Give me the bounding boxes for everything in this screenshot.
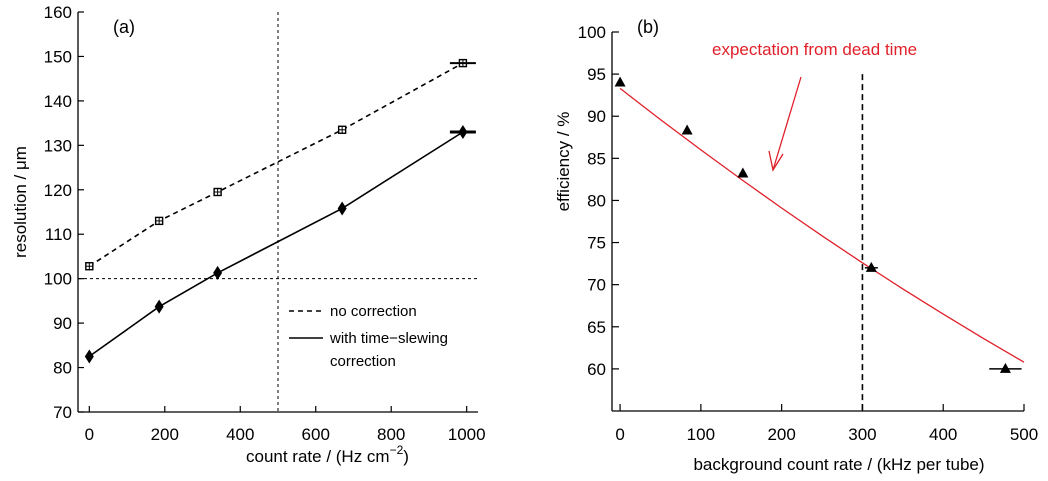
panel-a-y-tick-label: 100	[44, 270, 72, 289]
panel-b-label: (b)	[637, 17, 659, 37]
panel-b-y-tick-label: 90	[587, 107, 606, 126]
panel-b-annotation-arrow	[772, 76, 802, 171]
panel-a-series-2-marker	[337, 201, 347, 216]
panel-a-y-tick-label: 70	[53, 403, 72, 422]
panel-a-x-tick-label: 1000	[448, 425, 486, 444]
panel-a-x-tick-label: 0	[85, 425, 94, 444]
panel-b-y-tick-label: 75	[587, 234, 606, 253]
panel-b-data-marker	[999, 362, 1011, 373]
panel-b-x-tick-label: 200	[767, 425, 795, 444]
panel-b-dead-time-curve	[619, 87, 1025, 363]
panel-b-y-tick-label: 70	[587, 276, 606, 295]
panel-b-x-tick-label: 400	[929, 425, 957, 444]
panel-b-x-tick-label: 500	[1010, 425, 1038, 444]
panel-a-resolution-chart: (a) resolution / μm count rate / (Hz cm−…	[11, 3, 486, 466]
panel-b-data-marker	[681, 124, 693, 135]
panel-b-data-marker	[737, 167, 749, 178]
panel-b-data-marker	[865, 261, 877, 272]
panel-a-series-2-line	[88, 131, 464, 358]
panel-a-y-tick-label: 160	[44, 3, 72, 22]
panel-b-y-tick-label: 100	[578, 23, 606, 42]
panel-b-x-tick-label: 0	[615, 425, 624, 444]
panel-b-y-tick-label: 80	[587, 191, 606, 210]
panel-a-y-tick-label: 90	[53, 314, 72, 333]
panel-a-legend-label-2: correction	[330, 353, 396, 370]
panel-a-legend-label-1: no correction	[330, 303, 417, 320]
panel-b-annotation-arrowhead	[768, 150, 784, 172]
panel-a-x-tick-label: 800	[377, 425, 405, 444]
panel-a-x-tick-label: 600	[302, 425, 330, 444]
panel-a-series-2-marker	[84, 349, 94, 364]
panel-a-series-2-marker	[213, 265, 223, 280]
panel-a-y-tick-label: 120	[44, 181, 72, 200]
panel-b-y-tick-label: 60	[587, 360, 606, 379]
panel-b-x-axis-title: background count rate / (kHz per tube)	[693, 455, 984, 474]
panel-b-y-axis-title: efficiency / %	[554, 112, 573, 212]
panel-a-y-tick-label: 140	[44, 92, 72, 111]
panel-a-y-tick-label: 130	[44, 136, 72, 155]
panel-b-y-tick-label: 65	[587, 318, 606, 337]
panel-a-series-1-line	[88, 62, 464, 267]
panel-b-annotation: expectation from dead time	[712, 40, 917, 59]
panel-a-x-tick-label: 400	[226, 425, 254, 444]
panel-a-x-tick-label: 200	[151, 425, 179, 444]
panel-b-y-tick-label: 85	[587, 149, 606, 168]
panel-a-y-axis-title: resolution / μm	[11, 146, 30, 258]
panel-a-x-axis-title-sup: −2	[390, 443, 404, 457]
panel-a-series-2-marker	[154, 299, 164, 314]
panel-a-y-tick-label: 150	[44, 47, 72, 66]
panel-a-label: (a)	[113, 17, 135, 37]
panel-a-y-tick-label: 80	[53, 359, 72, 378]
panel-a-x-axis-title-close: )	[403, 447, 409, 466]
panel-a-x-axis-title-main: count rate / (Hz cm	[246, 447, 390, 466]
panel-b-data-marker	[614, 76, 626, 87]
panel-b-x-tick-label: 100	[687, 425, 715, 444]
panel-b-y-tick-label: 95	[587, 65, 606, 84]
panel-a-legend-label-2: with time−slewing	[329, 330, 448, 347]
panel-b-efficiency-chart: (b) efficiency / % background count rate…	[554, 17, 1038, 474]
panel-a-x-axis-title: count rate / (Hz cm−2)	[246, 443, 409, 466]
panel-b-x-tick-label: 300	[848, 425, 876, 444]
panel-a-y-tick-label: 110	[45, 225, 72, 244]
